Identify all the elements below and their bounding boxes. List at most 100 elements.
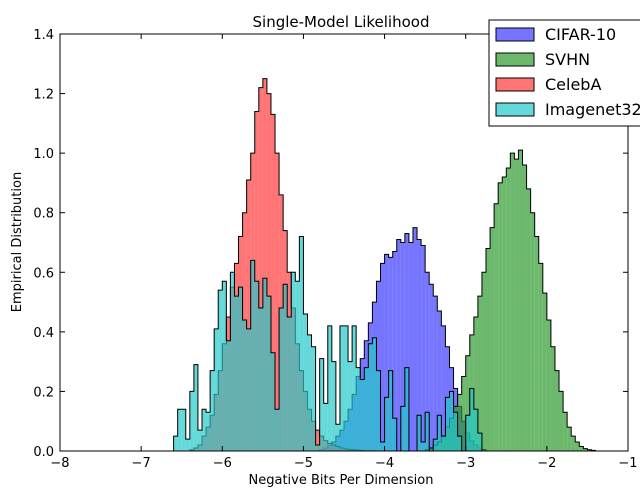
histogram-bar [473, 316, 478, 451]
histogram-bar [376, 281, 381, 451]
x-tick-label: −4 [375, 456, 394, 471]
histogram-bar [315, 430, 320, 451]
histogram-bar [234, 296, 239, 451]
histogram-bar [400, 406, 405, 451]
histogram-bar [425, 412, 430, 451]
histogram-bar [218, 290, 223, 451]
x-tick-label: −5 [294, 456, 313, 471]
histogram-bar [425, 272, 430, 451]
histogram-bar [368, 343, 373, 451]
histogram-bar [360, 379, 365, 451]
y-tick-label: 0.0 [33, 445, 54, 460]
histogram-bar [579, 446, 584, 451]
histogram-bar [429, 448, 434, 451]
histogram-bar [352, 325, 357, 451]
histogram-bar [392, 251, 397, 451]
histogram-bar [433, 296, 438, 451]
histogram-bar [388, 370, 393, 451]
histogram-bar [254, 281, 259, 451]
y-tick-label: 1.0 [33, 147, 54, 162]
histogram-bar [510, 153, 515, 451]
histogram-bar [380, 263, 385, 451]
histogram-bar [258, 308, 263, 451]
histogram-bar [392, 418, 397, 451]
histogram-bar [417, 415, 422, 451]
histogram-bar [258, 87, 263, 452]
histogram-bar [230, 272, 235, 451]
histogram-bar [287, 316, 292, 451]
histogram-bar [319, 358, 324, 451]
y-tick-label: 0.6 [33, 266, 54, 281]
y-tick-label: 0.2 [33, 385, 54, 400]
histogram-bar [457, 436, 462, 451]
histogram-bar [384, 397, 389, 451]
histogram-bar [177, 409, 182, 451]
axes: −8 −7 −6 −5 −4 −3 −2 −1 0.0 0.2 0.4 0.6 0.8 1.0 1.2 1.4 [33, 28, 637, 471]
histogram-bar [246, 179, 251, 451]
histogram-bar [335, 424, 340, 451]
histogram-bar [494, 203, 499, 451]
histogram-bar [534, 236, 539, 451]
histogram-bar [563, 412, 568, 451]
x-tick-label: −8 [50, 456, 69, 471]
plot-area [173, 78, 597, 452]
histogram-bar [185, 439, 190, 451]
histogram-bar [567, 427, 572, 451]
histogram-bar [481, 272, 486, 451]
histogram-bar [250, 260, 255, 451]
histogram-bar [202, 409, 207, 451]
histogram-bar [181, 409, 186, 451]
y-tick-label: 0.8 [33, 207, 54, 222]
histogram-bar [587, 449, 592, 451]
histogram-bar [518, 150, 523, 451]
histogram-bar [542, 293, 547, 451]
x-tick-label: −7 [132, 456, 151, 471]
histogram-bar [396, 239, 401, 451]
histogram-bar [441, 436, 446, 451]
histogram-bar [291, 272, 296, 451]
histogram-bar [303, 313, 308, 451]
legend-label: Imagenet32 [545, 100, 640, 119]
histogram-bar [364, 367, 369, 451]
legend-swatch [495, 77, 535, 92]
histogram-bar [348, 361, 353, 451]
histogram-bar [583, 448, 588, 451]
histogram-bar [270, 114, 276, 452]
histogram-bar [526, 188, 531, 451]
histogram-bar [429, 284, 434, 451]
histogram-bar [530, 212, 535, 451]
histogram-bar [490, 227, 495, 451]
axes-frame [59, 33, 629, 452]
histogram-bar [408, 242, 413, 451]
chart-title: Single-Model Likelihood [253, 13, 430, 31]
histogram-bar [311, 346, 316, 451]
x-tick-label: −6 [213, 456, 232, 471]
histogram-bar [445, 397, 450, 451]
histogram-bar [380, 442, 385, 451]
histogram-bar [275, 409, 280, 451]
histogram-bar [388, 257, 393, 451]
histogram-bar [546, 319, 551, 451]
y-tick-label: 1.4 [33, 28, 54, 43]
histogram-bar [193, 364, 198, 451]
histogram-bar [189, 391, 194, 451]
legend-swatch [495, 102, 535, 117]
histogram-bar [486, 248, 491, 451]
histogram-bar [571, 436, 576, 451]
histogram-bar [437, 415, 442, 451]
histogram-bar [246, 328, 251, 451]
histogram-bar [559, 391, 564, 451]
histogram-bar [477, 433, 482, 451]
histogram-bar [554, 370, 560, 451]
histogram-bar [437, 311, 442, 451]
histogram-bar [372, 337, 377, 451]
legend-swatch [495, 27, 535, 42]
histogram-bar [477, 296, 482, 451]
histogram-bar [538, 263, 543, 451]
histogram-bar [514, 159, 519, 451]
histogram-bar [522, 165, 527, 451]
histogram-bar [356, 367, 361, 451]
legend-swatch [495, 52, 535, 67]
histogram-bar [331, 361, 336, 451]
histogram-bar [327, 325, 332, 451]
